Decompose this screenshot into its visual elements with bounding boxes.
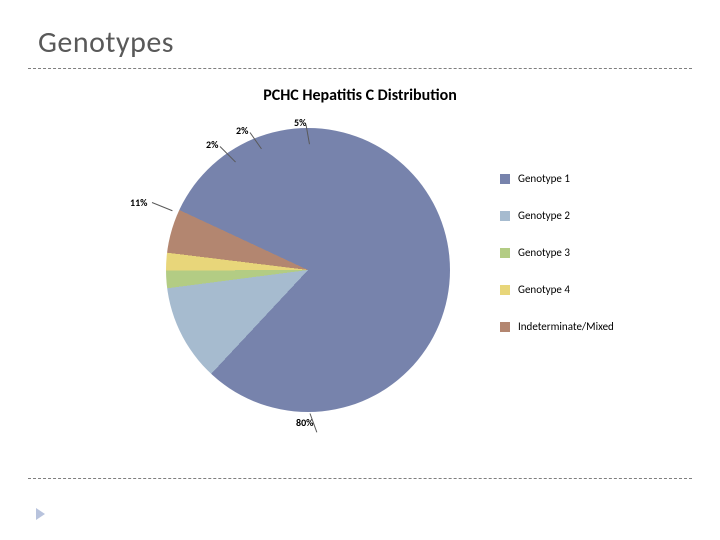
data-label: 11% (130, 196, 147, 209)
leader-line (152, 202, 173, 211)
legend-swatch (500, 211, 510, 221)
data-label: 2% (236, 124, 248, 137)
legend-label: Genotype 3 (518, 246, 570, 259)
legend-label: Genotype 4 (518, 283, 570, 296)
chart-title: PCHC Hepatitis C Distribution (0, 86, 720, 105)
legend: Genotype 1 Genotype 2 Genotype 3 Genotype 4… (500, 172, 614, 333)
slide-title: Genotypes (38, 26, 174, 59)
bottom-divider (28, 478, 692, 479)
legend-item: Genotype 1 (500, 172, 614, 185)
legend-item: Indeterminate/Mixed (500, 320, 614, 333)
legend-swatch (500, 285, 510, 295)
data-label: 2% (206, 138, 218, 151)
legend-item: Genotype 3 (500, 246, 614, 259)
top-divider (28, 68, 692, 69)
legend-item: Genotype 2 (500, 209, 614, 222)
data-label: 5% (294, 116, 306, 129)
footer-bullet-icon (36, 508, 45, 520)
legend-label: Genotype 2 (518, 209, 570, 222)
legend-item: Genotype 4 (500, 283, 614, 296)
legend-label: Indeterminate/Mixed (518, 320, 614, 333)
legend-swatch (500, 248, 510, 258)
legend-swatch (500, 174, 510, 184)
legend-swatch (500, 322, 510, 332)
pie-disc (166, 128, 450, 412)
legend-label: Genotype 1 (518, 172, 570, 185)
